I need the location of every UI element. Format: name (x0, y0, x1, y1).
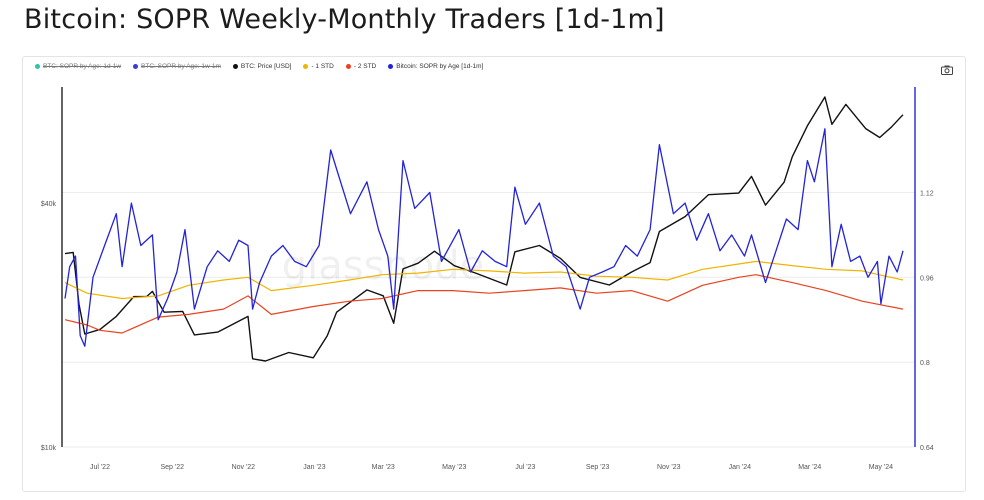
x-tick-label: Jul '22 (90, 464, 110, 471)
x-tick-label: May '23 (442, 464, 466, 471)
legend-label: BTC: SOPR by Age: 1d-1w (43, 63, 122, 70)
legend-dot (35, 64, 40, 69)
legend-label: BTC: Price [USD] (240, 63, 292, 70)
legend-item-2-std[interactable]: - 2 STD (345, 63, 377, 70)
gridlines (62, 191, 915, 448)
x-tick-label: Nov '22 (232, 464, 256, 471)
legend-dot (388, 64, 394, 69)
page-title: Bitcoin: SOPR Weekly-Monthly Traders [1d… (24, 4, 665, 35)
y-tick-label: $10k (41, 445, 57, 452)
legend-item-sopr-1d-1m[interactable]: Bitcoin: SOPR by Age [1d-1m] (388, 63, 483, 70)
legend-item-btc-price[interactable]: BTC: Price [USD] (232, 63, 292, 70)
y2-tick-label: 0.64 (920, 445, 934, 452)
series-line (64, 96, 904, 362)
series-line (64, 274, 904, 334)
x-tick-label: Mar '24 (798, 464, 821, 471)
x-tick-label: Nov '23 (657, 464, 681, 471)
legend-label: - 2 STD (353, 63, 377, 70)
x-tick-label: Jan '24 (729, 464, 751, 471)
legend-dot (232, 64, 238, 69)
series-line (64, 128, 904, 347)
series-layer (64, 96, 904, 362)
legend-item-sopr-1d-1w[interactable]: BTC: SOPR by Age: 1d-1w (35, 63, 121, 70)
legend-label: Bitcoin: SOPR by Age [1d-1m] (396, 63, 484, 70)
x-tick-label: Jan '23 (303, 464, 325, 471)
chart-plot: glassnode $10k$40k 0.640.80.961.12 Jul '… (41, 87, 934, 471)
legend-dot (303, 64, 309, 69)
legend-label: BTC: SOPR by Age: 1w-1m (141, 63, 221, 70)
legend-label: - 1 STD (311, 63, 334, 70)
x-tick-label: Sep '22 (160, 464, 184, 471)
legend-dot (133, 64, 139, 69)
y2-tick-label: 1.12 (920, 190, 934, 197)
left-axis-ticks: $10k $40k (41, 201, 57, 452)
y2-tick-label: 0.8 (920, 360, 930, 367)
chart-card: BTC: SOPR by Age: 1d-1w BTC: SOPR by Age… (22, 56, 966, 492)
x-tick-label: Jul '23 (515, 464, 535, 471)
x-tick-label: Sep '23 (586, 464, 610, 471)
x-tick-label: Mar '23 (372, 464, 395, 471)
x-tick-label: May '24 (869, 464, 893, 471)
right-axis-ticks: 0.64 0.8 0.96 1.12 (920, 190, 934, 452)
legend-item-sopr-1w-1m[interactable]: BTC: SOPR by Age: 1w-1m (133, 63, 221, 70)
legend-item-1-std[interactable]: - 1 STD (303, 63, 334, 70)
camera-icon[interactable] (941, 65, 953, 75)
legend: BTC: SOPR by Age: 1d-1w BTC: SOPR by Age… (35, 63, 483, 70)
x-axis-ticks: Jul '22 Sep '22 Nov '22 Jan '23 Mar '23 May '… (90, 464, 893, 471)
y2-tick-label: 0.96 (920, 275, 934, 282)
legend-dot (345, 64, 351, 69)
y-tick-label: $40k (41, 201, 57, 208)
